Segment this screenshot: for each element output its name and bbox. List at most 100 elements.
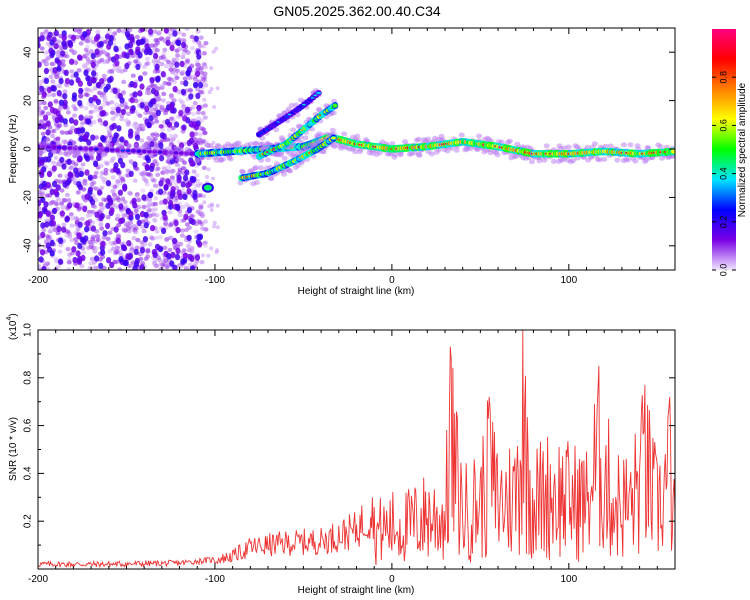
- ridge-halo: [207, 143, 214, 149]
- noise-blob: [176, 39, 182, 47]
- chart-title: GN05.2025.362.00.40.C34: [273, 3, 441, 19]
- ridge-blob: [115, 148, 121, 153]
- noise-blob: [112, 87, 118, 94]
- noise-blob: [105, 236, 111, 241]
- noise-blob: [194, 59, 200, 64]
- noise-blob: [203, 83, 209, 88]
- noise-blob: [109, 100, 115, 105]
- noise-blob: [51, 165, 57, 172]
- noise-blob: [114, 53, 120, 61]
- noise-blob: [50, 220, 57, 227]
- noise-blob: [189, 213, 195, 219]
- noise-blob: [149, 43, 155, 48]
- noise-blob: [185, 69, 191, 77]
- noise-blob: [55, 162, 61, 167]
- ridge-halo: [494, 152, 501, 158]
- ridge-halo: [61, 139, 68, 145]
- noise-blob: [143, 222, 149, 229]
- noise-blob: [118, 256, 124, 263]
- noise-blob: [141, 204, 147, 210]
- noise-blob: [201, 44, 206, 49]
- ridge-halo: [591, 141, 598, 147]
- noise-blob: [72, 256, 78, 264]
- noise-blob: [41, 180, 47, 188]
- noise-blob: [168, 223, 174, 228]
- noise-blob: [129, 260, 135, 265]
- noise-blob: [133, 230, 139, 235]
- noise-blob: [73, 237, 79, 242]
- noise-blob: [158, 262, 164, 267]
- noise-blob: [164, 237, 169, 242]
- noise-blob: [49, 188, 55, 195]
- noise-blob: [72, 106, 78, 112]
- noise-blob: [151, 97, 157, 105]
- noise-blob: [116, 28, 122, 33]
- ridge-blob: [99, 147, 105, 152]
- ridge-halo: [416, 152, 423, 158]
- noise-blob: [93, 35, 100, 42]
- noise-blob: [70, 216, 76, 221]
- noise-blob: [84, 114, 90, 120]
- noise-blob: [120, 108, 127, 116]
- noise-blob: [212, 220, 217, 225]
- noise-blob: [209, 66, 214, 71]
- noise-blob: [46, 170, 52, 178]
- noise-blob: [169, 77, 175, 83]
- noise-blob: [161, 227, 167, 234]
- noise-blob: [95, 237, 101, 242]
- ridge-blob: [51, 145, 57, 150]
- noise-blob: [161, 133, 167, 140]
- noise-blob: [193, 81, 199, 89]
- noise-blob: [117, 189, 123, 196]
- ridge-halo: [227, 156, 234, 162]
- noise-blob: [151, 178, 157, 183]
- noise-blob: [135, 237, 141, 243]
- y-tick-label: -40: [23, 238, 34, 253]
- noise-blob: [125, 122, 131, 127]
- noise-blob: [57, 249, 63, 254]
- ridge-blob: [77, 146, 84, 151]
- noise-blob: [98, 105, 104, 111]
- noise-blob: [168, 199, 174, 207]
- noise-blob: [118, 217, 124, 225]
- noise-blob: [87, 174, 93, 181]
- noise-blob: [202, 240, 208, 245]
- noise-blob: [115, 213, 121, 218]
- noise-blob: [92, 108, 98, 113]
- noise-blob: [170, 125, 176, 131]
- noise-blob: [100, 102, 106, 108]
- noise-blob: [198, 193, 204, 198]
- noise-blob: [85, 75, 91, 82]
- noise-blob: [98, 206, 104, 211]
- ridge-halo: [302, 135, 309, 141]
- noise-blob: [175, 247, 181, 255]
- noise-blob: [119, 136, 125, 143]
- ridge-blob: [203, 184, 212, 191]
- noise-blob: [155, 166, 161, 171]
- ridge-peak: [332, 104, 338, 107]
- spectrogram-y-label: Frequency (Hz): [8, 115, 19, 184]
- noise-blob: [215, 248, 220, 253]
- noise-blob: [189, 34, 195, 40]
- noise-blob: [88, 261, 94, 266]
- noise-blob: [62, 93, 68, 100]
- colorbar: 0.0 0.2 0.4 0.6 0.8 Normalized spectral ampl…: [712, 29, 748, 276]
- noise-blob: [133, 248, 139, 256]
- noise-blob: [43, 31, 48, 37]
- noise-blob: [51, 92, 57, 98]
- noise-blob: [38, 263, 42, 268]
- noise-blob: [57, 173, 63, 178]
- noise-blob: [192, 101, 198, 106]
- noise-blob: [45, 56, 51, 61]
- noise-blob: [211, 49, 216, 54]
- noise-blob: [136, 219, 142, 227]
- noise-blob: [41, 265, 47, 270]
- y-tick-label: 20: [23, 95, 34, 107]
- noise-blob: [72, 113, 77, 118]
- noise-blob: [43, 201, 49, 208]
- noise-blob: [82, 64, 88, 70]
- noise-blob: [122, 101, 128, 107]
- noise-blob: [173, 181, 179, 187]
- noise-blob: [39, 192, 45, 197]
- noise-blob: [79, 216, 85, 222]
